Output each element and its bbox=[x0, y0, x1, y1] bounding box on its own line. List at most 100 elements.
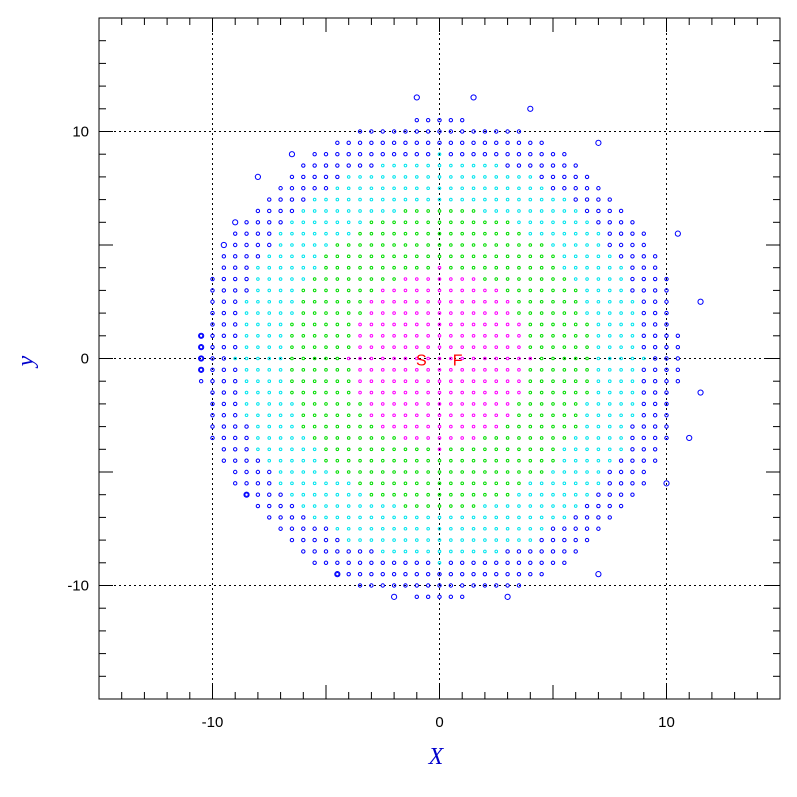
data-point-edge bbox=[210, 310, 215, 316]
data-point-inner bbox=[494, 299, 499, 304]
data-point-edge bbox=[301, 526, 306, 531]
data-point-edge bbox=[425, 152, 431, 157]
data-point-edge bbox=[471, 140, 476, 146]
data-point-outer bbox=[539, 515, 544, 520]
data-point-outlier bbox=[663, 480, 670, 487]
data-point-outer bbox=[267, 299, 272, 304]
data-point-edge bbox=[573, 549, 578, 554]
data-point-edge bbox=[675, 367, 681, 373]
data-point-outlier bbox=[697, 298, 704, 305]
data-point-inner bbox=[517, 390, 521, 395]
data-point-middle bbox=[528, 265, 533, 270]
data-point-outer bbox=[256, 368, 260, 372]
data-point-outer bbox=[585, 277, 589, 281]
data-point-outer bbox=[278, 458, 283, 463]
data-point-outer bbox=[460, 538, 465, 542]
data-point-outer bbox=[483, 515, 487, 520]
data-point-outer bbox=[392, 504, 396, 508]
data-point-outer bbox=[256, 311, 260, 315]
data-point-inner bbox=[358, 390, 362, 395]
data-point-inner bbox=[483, 413, 487, 418]
data-point-edge bbox=[301, 515, 306, 520]
data-point-edge bbox=[244, 276, 249, 282]
data-point-edge bbox=[369, 152, 374, 157]
data-point-edge bbox=[323, 152, 329, 157]
data-point-middle bbox=[415, 504, 419, 508]
data-point-outer bbox=[244, 368, 249, 372]
data-point-inner bbox=[380, 424, 385, 429]
data-point-edge bbox=[221, 458, 227, 463]
data-point-outer bbox=[619, 265, 623, 270]
data-point-edge bbox=[618, 220, 624, 225]
data-point-edge bbox=[539, 140, 544, 146]
data-point-middle bbox=[346, 424, 351, 429]
data-point-inner bbox=[437, 334, 442, 338]
data-point-inner bbox=[437, 288, 442, 293]
data-point-edge bbox=[652, 424, 658, 429]
data-point-outer bbox=[607, 436, 612, 440]
data-point-outer bbox=[380, 197, 385, 202]
data-point-outer bbox=[630, 379, 635, 384]
data-point-inner bbox=[449, 356, 453, 361]
data-point-outer bbox=[449, 549, 453, 554]
data-point-inner bbox=[437, 277, 442, 281]
data-point-outer bbox=[290, 254, 294, 259]
data-point-inner bbox=[426, 368, 430, 372]
data-point-edge bbox=[448, 117, 454, 123]
data-point-edge bbox=[584, 174, 590, 180]
data-point-outer bbox=[290, 277, 294, 281]
data-point-edge bbox=[255, 503, 261, 509]
data-point-outer bbox=[278, 299, 283, 304]
data-point-edge bbox=[323, 163, 329, 168]
data-point-inner bbox=[415, 345, 419, 349]
data-point-inner bbox=[415, 436, 419, 440]
data-point-middle bbox=[517, 299, 521, 304]
data-point-middle bbox=[437, 243, 442, 247]
data-point-outer bbox=[585, 470, 589, 474]
data-point-outer bbox=[460, 197, 465, 202]
data-point-edge bbox=[278, 503, 283, 509]
data-point-outer bbox=[267, 288, 272, 293]
data-point-middle bbox=[539, 334, 544, 338]
data-point-outer bbox=[312, 220, 317, 225]
data-point-outer bbox=[358, 526, 362, 531]
data-point-edge bbox=[369, 549, 374, 554]
data-point-middle bbox=[403, 243, 408, 247]
data-point-inner bbox=[471, 390, 476, 395]
data-point-edge bbox=[267, 220, 272, 225]
data-point-outer bbox=[517, 209, 521, 213]
data-point-outer bbox=[369, 175, 374, 179]
data-point-middle bbox=[324, 436, 328, 440]
data-point-edge bbox=[550, 560, 556, 565]
data-point-edge bbox=[618, 481, 624, 486]
data-point-outer bbox=[630, 390, 635, 395]
data-point-outer bbox=[505, 526, 510, 531]
data-point-outer bbox=[528, 175, 533, 179]
data-point-middle bbox=[562, 413, 567, 418]
data-point-outer bbox=[585, 220, 589, 225]
data-point-edge bbox=[255, 481, 261, 486]
data-point-middle bbox=[539, 288, 544, 293]
data-point-inner bbox=[415, 390, 419, 395]
data-point-outlier bbox=[232, 219, 239, 226]
data-point-middle bbox=[517, 481, 521, 486]
data-point-outer bbox=[312, 265, 317, 270]
data-point-outer bbox=[517, 538, 521, 542]
data-point-edge bbox=[539, 560, 544, 565]
data-point-edge bbox=[675, 379, 681, 384]
data-point-middle bbox=[505, 277, 510, 281]
data-point-middle bbox=[369, 492, 374, 497]
data-point-middle bbox=[539, 436, 544, 440]
data-point-edge bbox=[584, 537, 590, 543]
data-point-edge bbox=[221, 265, 227, 270]
data-point-inner bbox=[483, 345, 487, 349]
data-point-inner bbox=[460, 299, 465, 304]
data-point-edge bbox=[562, 186, 567, 191]
data-point-middle bbox=[562, 322, 567, 327]
data-point-middle bbox=[301, 413, 306, 418]
data-point-middle bbox=[369, 447, 374, 452]
data-point-edge bbox=[301, 163, 306, 168]
data-point-inner bbox=[403, 345, 408, 349]
data-point-middle bbox=[403, 220, 408, 225]
data-point-outer bbox=[290, 492, 294, 497]
